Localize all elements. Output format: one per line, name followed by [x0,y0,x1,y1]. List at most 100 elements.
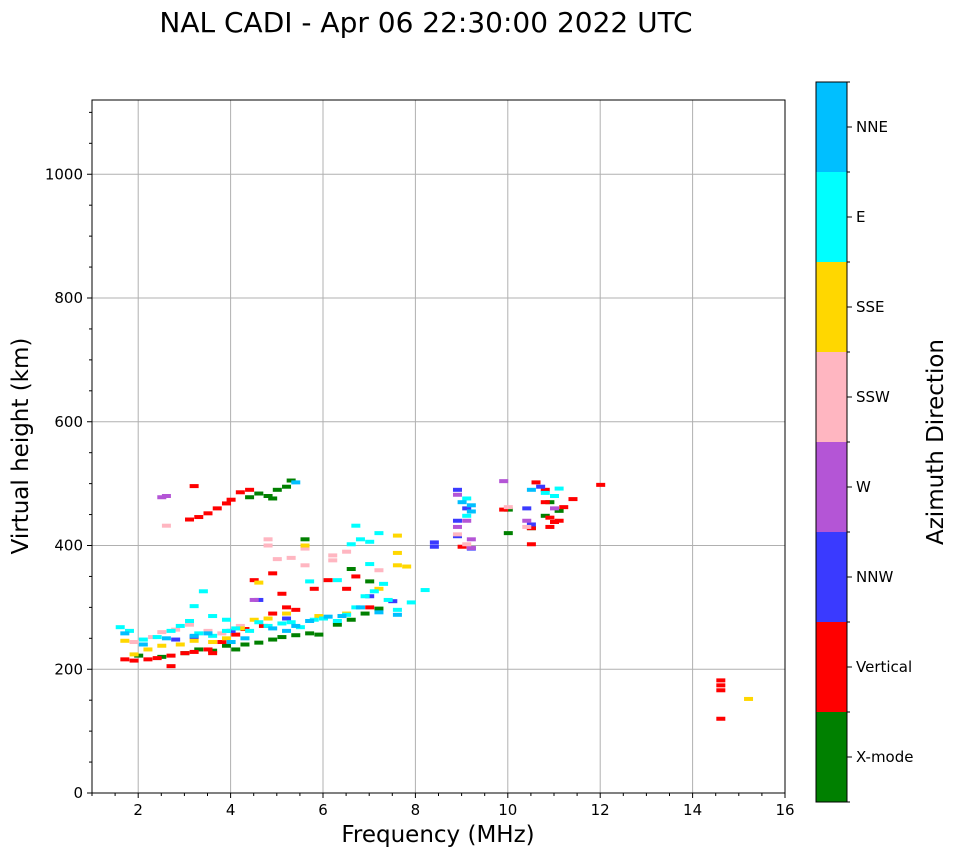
echo-point-w [462,518,472,523]
echo-point-sse [374,586,384,591]
echo-point-nnw [452,487,462,492]
echo-point-w [452,492,462,497]
colorbar-label: E [856,208,865,226]
echo-point-ssw [300,563,310,568]
echo-point-vertical [212,506,222,511]
echo-point-ssw [342,549,352,554]
echo-point-e [245,628,255,633]
echo-point-e [115,625,125,630]
echo-point-e [462,496,472,501]
echo-point-ssw [157,630,167,635]
echo-point-ssw [503,505,513,510]
echo-point-vertical [716,688,726,693]
colorbar-label: SSE [856,298,885,316]
echo-point-e [379,581,389,586]
echo-point-w [452,524,462,529]
colorbar-label: NNE [856,118,888,136]
echo-point-x-mode [332,622,342,627]
echo-point-ssw [328,558,338,563]
echo-point-sse [254,580,264,585]
echo-point-vertical [189,649,199,654]
echo-point-e [194,631,204,636]
echo-point-x-mode [346,617,356,622]
echo-point-nnw [526,522,536,527]
colorbar: X-mode Vertical NNW W SSW SSE E NNE [815,81,913,803]
echo-point-vertical [531,480,541,485]
echo-point-nnw [452,518,462,523]
y-tick-label: 400 [54,537,83,555]
plot-grid [92,100,785,793]
echo-point-x-mode [208,648,218,653]
echo-point-sse [744,696,754,701]
echo-point-e [286,620,296,625]
echo-point-x-mode [277,635,287,640]
echo-point-e [365,562,375,567]
echo-point-x-mode [240,642,250,647]
echo-point-ssw [185,622,195,627]
echo-point-nne [323,614,333,619]
echo-point-e [166,628,176,633]
echo-point-vertical [559,505,569,510]
y-tick-label: 800 [54,289,83,307]
echo-point-nnw [429,544,439,549]
echo-point-x-mode [268,637,278,642]
echo-point-x-mode [231,647,241,652]
echo-point-nnw [522,506,532,511]
echo-point-vertical [596,482,606,487]
echo-point-vertical [249,578,259,583]
echo-point-vertical [129,658,139,663]
echo-point-e [342,612,352,617]
echo-point-nne [526,487,536,492]
y-axis-title: Virtual height (km) [8,338,34,555]
echo-point-vertical [185,517,195,522]
echo-point-nne [291,623,301,628]
echo-point-nnw [254,597,264,602]
echo-point-x-mode [291,633,301,638]
x-axis: 2 4 6 8 10 12 14 16 [91,793,795,819]
echo-point-e [332,618,342,623]
echo-point-nne [161,636,171,641]
echo-point-vertical [258,623,268,628]
echo-point-vertical [716,683,726,688]
echo-point-sse [300,543,310,548]
echo-point-e [309,617,319,622]
echo-point-x-mode [545,500,555,505]
echo-point-nne [282,628,292,633]
y-tick-label: 600 [54,413,83,431]
echo-point-ssw [235,623,245,628]
echo-point-vertical [716,716,726,721]
echo-point-ssw [217,631,227,636]
echo-point-vertical [203,647,213,652]
echo-point-vertical [189,484,199,489]
echo-point-e [351,523,361,528]
echo-point-vertical [166,664,176,669]
colorbar-segment [816,532,847,622]
echo-point-sse [392,550,402,555]
echo-point-w [499,479,509,484]
echo-point-x-mode [272,487,282,492]
x-tick-label: 14 [683,801,702,819]
echo-point-nne [268,626,278,631]
echo-point-sse [392,563,402,568]
echo-point-e [221,628,231,633]
echo-point-x-mode [314,632,324,637]
echo-point-e [208,633,218,638]
echo-point-nnw [171,637,181,642]
echo-point-vertical [203,511,213,516]
echo-point-vertical [221,501,231,506]
x-tick-label: 10 [498,801,517,819]
echo-point-e [355,537,365,542]
plot-frame [91,99,786,794]
echo-point-w [522,518,532,523]
echo-point-e [365,539,375,544]
echo-point-vertical [217,640,227,645]
echo-point-sse [235,626,245,631]
echo-point-e [198,589,208,594]
colorbar-label: W [856,478,871,496]
echo-point-w [161,494,171,498]
echo-point-vertical [152,656,162,661]
echo-point-e [295,625,305,630]
echo-point-sse [120,638,130,643]
echo-point-sse [392,533,402,538]
echo-point-vertical [540,500,550,505]
